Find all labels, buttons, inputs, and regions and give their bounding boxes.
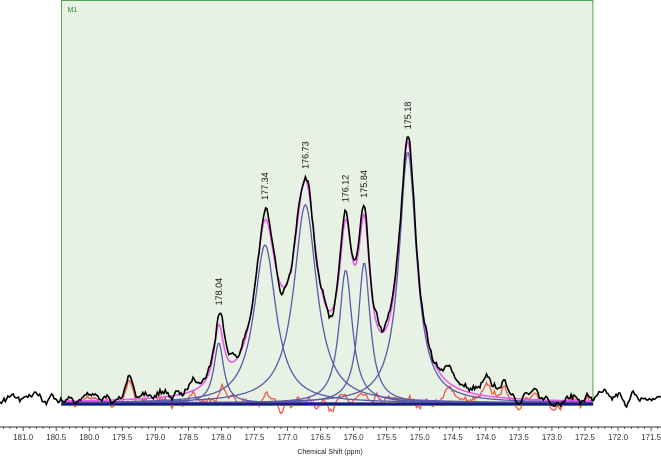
- x-axis: 181.0 180.5 180.0 179.5 179.0 178.5 178.0 177.5…: [0, 426, 661, 442]
- x-tick-label: 180.0: [79, 433, 100, 442]
- peak-label: 177.34: [260, 172, 270, 200]
- x-tick-label: 173.5: [509, 433, 530, 442]
- fit-region: [60, 0, 594, 406]
- x-tick-label: 173.0: [542, 433, 563, 442]
- x-axis-title: Chemical Shift (ppm): [297, 449, 362, 456]
- x-tick-label: 171.5: [641, 433, 661, 442]
- component-peak-5: [62, 152, 593, 404]
- x-tick-label: 176.0: [344, 433, 365, 442]
- region-label: M1: [67, 7, 77, 14]
- peak-label: 176.12: [341, 175, 351, 203]
- x-tick-label: 176.5: [311, 433, 332, 442]
- x-tick-label: 177.5: [244, 433, 265, 442]
- peak-label: 178.04: [214, 278, 224, 306]
- peak-label: 175.84: [359, 170, 369, 198]
- peak-label: 175.18: [403, 102, 413, 130]
- x-tick-label: 175.0: [410, 433, 431, 442]
- x-tick-label: 179.5: [112, 433, 133, 442]
- x-tick-label: 175.5: [377, 433, 398, 442]
- x-tick-label: 179.0: [145, 433, 166, 442]
- x-tick-label: 181.0: [13, 433, 34, 442]
- x-tick-label: 172.5: [575, 433, 596, 442]
- x-tick-label: 177.0: [278, 433, 299, 442]
- experimental-line: [0, 136, 661, 409]
- peak-labels: 178.04 177.34 176.73 176.12 175.84 175.18: [214, 102, 413, 306]
- experimental-layer: [0, 136, 661, 409]
- peak-label: 176.73: [300, 141, 310, 169]
- x-tick-label: 180.5: [46, 433, 67, 442]
- x-tick-label: 178.5: [178, 433, 199, 442]
- x-tick-label: 174.5: [443, 433, 464, 442]
- x-tick-label: 174.0: [476, 433, 497, 442]
- x-tick-label: 172.0: [608, 433, 629, 442]
- x-tick-label: 178.0: [211, 433, 232, 442]
